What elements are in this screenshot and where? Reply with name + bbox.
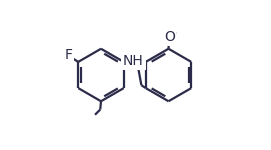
Text: NH: NH xyxy=(123,54,144,68)
Text: F: F xyxy=(64,48,73,62)
Text: O: O xyxy=(164,30,175,45)
